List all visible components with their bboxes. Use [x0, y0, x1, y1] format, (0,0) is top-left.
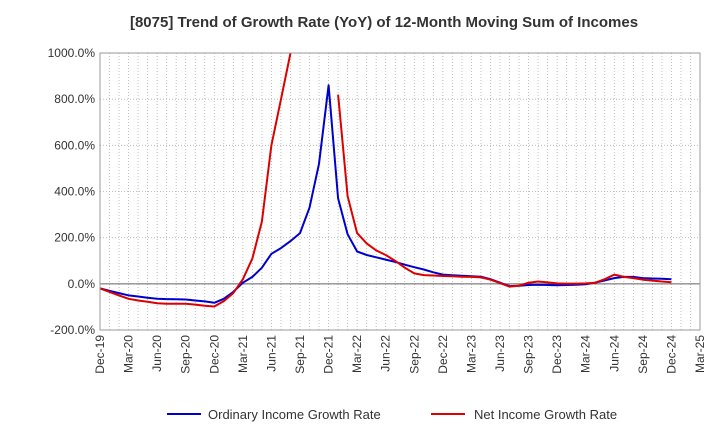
x-tick-label: Dec-21 — [322, 335, 336, 374]
x-tick-label: Mar-24 — [579, 335, 593, 373]
x-tick-label: Sep-20 — [179, 335, 193, 374]
legend-label: Net Income Growth Rate — [474, 407, 617, 422]
y-tick-label: -200.0% — [50, 323, 95, 337]
x-tick-label: Mar-20 — [122, 335, 136, 373]
series-line-ordinary-income — [100, 84, 672, 304]
y-tick-label: 800.0% — [54, 92, 95, 106]
y-tick-label: 1000.0% — [48, 46, 96, 60]
x-tick-label: Jun-21 — [264, 335, 278, 372]
x-tick-label: Dec-19 — [93, 335, 107, 374]
x-tick-label: Sep-22 — [407, 335, 421, 374]
series-layer — [100, 53, 672, 308]
x-tick-label: Jun-20 — [150, 335, 164, 372]
x-tick-label: Sep-21 — [293, 335, 307, 374]
y-tick-label: 400.0% — [54, 185, 95, 199]
x-tick-label: Mar-23 — [464, 335, 478, 373]
y-tick-label: 600.0% — [54, 138, 95, 152]
x-tick-label: Dec-22 — [436, 335, 450, 374]
legend: Ordinary Income Growth Rate Net Income Gr… — [167, 407, 617, 422]
x-tick-label: Dec-24 — [664, 335, 678, 374]
x-tick-label: Mar-25 — [693, 335, 707, 373]
x-tick-label: Jun-24 — [607, 335, 621, 372]
x-tick-label: Sep-23 — [522, 335, 536, 374]
chart-title: [8075] Trend of Growth Rate (YoY) of 12-… — [130, 14, 638, 31]
x-tick-label: Sep-24 — [636, 335, 650, 374]
x-tick-label: Mar-21 — [236, 335, 250, 373]
y-tick-label: 0.0% — [68, 277, 96, 291]
y-tick-label: 200.0% — [54, 231, 95, 245]
x-tick-label: Mar-22 — [350, 335, 364, 373]
x-tick-label: Dec-20 — [207, 335, 221, 374]
plot-frame — [99, 52, 701, 331]
x-tick-label: Jun-23 — [493, 335, 507, 372]
series-line-net-income — [100, 53, 292, 308]
x-tick-label: Jun-22 — [379, 335, 393, 372]
y-axis: -200.0% 0.0% 200.0% 400.0% 600.0% 800.0% 1000.… — [48, 46, 96, 337]
x-axis: Dec-19 Mar-20 Jun-20 Sep-20 Dec-20 Mar-21 Jun-… — [93, 335, 707, 374]
x-tick-label: Dec-23 — [550, 335, 564, 374]
grid — [100, 53, 700, 330]
series-line-net-income — [337, 94, 672, 288]
legend-label: Ordinary Income Growth Rate — [208, 407, 381, 422]
